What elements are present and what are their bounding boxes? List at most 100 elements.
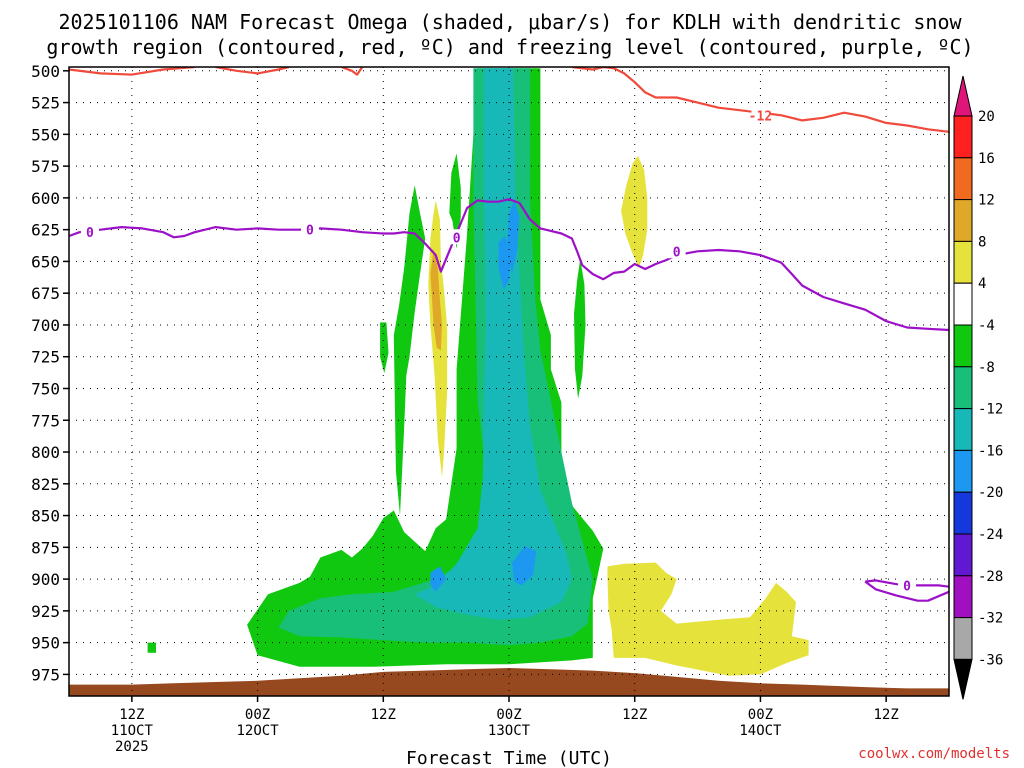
dendritic-12C-segment-0 — [69, 67, 195, 76]
y-tick-label-775: 775 — [31, 411, 60, 430]
dendritic-12C-label-bg-0 — [751, 107, 770, 123]
colorbar-label-12: -32 — [978, 611, 1003, 627]
dendritic-12C-segment-2 — [341, 67, 364, 76]
colorbar-bin-5 — [953, 324, 973, 368]
y-tick-label-975: 975 — [31, 665, 60, 684]
x-tick-label-30-1: 12Z — [371, 707, 396, 723]
colorbar-top-arrow — [953, 75, 973, 117]
y-tick-label-800: 800 — [31, 443, 60, 462]
freezing-level-0C-label-1: 0 — [306, 224, 314, 239]
x-tick-label-42-1: 00Z — [496, 707, 521, 723]
omega-green-speck-mid — [380, 322, 389, 374]
freezing-level-0C-label-bg-4 — [898, 577, 917, 593]
freezing-level-0C-segment-2 — [864, 580, 949, 602]
colorbar-bin-4 — [953, 282, 973, 326]
x-tick-label-66-1: 00Z — [748, 707, 773, 723]
freezing-level-0C-label-bg-1 — [300, 221, 319, 237]
y-tick-label-750: 750 — [31, 379, 60, 398]
omega-green-streak-tall — [449, 153, 461, 249]
contour-labels: -12 0 0 0 0 0 — [80, 107, 917, 594]
freezing-level-0C-label-bg-0 — [80, 224, 99, 240]
freezing-level-0C-segment-0 — [69, 198, 949, 332]
colorbar-bin-10 — [953, 533, 973, 577]
freezing-level-0C-label-2: 0 — [453, 231, 461, 246]
freezing-level-0C-label-bg-3 — [667, 243, 686, 259]
colorbar-label-13: -36 — [978, 652, 1003, 668]
x-tick-label-6-3: 2025 — [115, 739, 149, 755]
omega-yellow-lobe-upper — [621, 155, 648, 268]
colorbar-label-2: 12 — [978, 193, 995, 209]
chart-title-line1: 2025101106 NAM Forecast Omega (shaded, μ… — [58, 10, 962, 34]
omega-blue-patch-mid — [498, 236, 512, 290]
credit-text: coolwx.com/modelts — [858, 746, 1010, 762]
y-tick-label-900: 900 — [31, 570, 60, 589]
x-tick-label-54-1: 12Z — [622, 707, 647, 723]
colorbar-bin-6 — [953, 366, 973, 410]
y-tick-label-725: 725 — [31, 348, 60, 367]
x-tick-label-42-2: 13OCT — [488, 723, 531, 739]
y-tick-label-850: 850 — [31, 507, 60, 526]
colorbar-label-11: -28 — [978, 569, 1003, 585]
contour-lines — [69, 67, 949, 602]
colorbar-bin-2 — [953, 199, 973, 242]
x-tick-label-78-1: 12Z — [873, 707, 898, 723]
colorbar-bin-0 — [953, 115, 973, 159]
colorbar: 20 16 12 8 4 -4 -8 -12 -16 -20 -24 -28 -32 -36 — [953, 75, 1003, 700]
x-tick-label-6-1: 12Z — [119, 707, 144, 723]
y-tick-label-925: 925 — [31, 602, 60, 621]
y-tick-label-825: 825 — [31, 475, 60, 494]
omega-blue-patch-low — [512, 546, 537, 586]
colorbar-bin-7 — [953, 408, 973, 451]
x-tick-label-18-2: 12OCT — [236, 723, 279, 739]
y-axis: 500 525 550 575 600 625 650 675 700 725 750 775 800 8… — [31, 62, 69, 684]
colorbar-label-5: -4 — [978, 318, 995, 334]
freezing-level-0C-label-4: 0 — [903, 579, 911, 594]
freezing-level-0C-label-3: 0 — [673, 245, 681, 260]
y-tick-label-950: 950 — [31, 634, 60, 653]
colorbar-bottom-arrow — [953, 658, 973, 700]
omega-green-speck-west — [147, 642, 156, 653]
colorbar-bin-8 — [953, 449, 973, 493]
omega-shading — [147, 68, 809, 676]
colorbar-bin-3 — [953, 240, 973, 284]
dendritic-12C-label-0: -12 — [749, 109, 772, 124]
plot-area: -12 0 0 0 0 0 — [68, 66, 950, 697]
colorbar-label-1: 16 — [978, 151, 995, 167]
freezing-level-0C-label-0: 0 — [86, 226, 94, 241]
colorbar-label-9: -20 — [978, 485, 1003, 501]
y-tick-label-650: 650 — [31, 252, 60, 271]
colorbar-label-10: -24 — [978, 527, 1003, 543]
omega-orange-core — [430, 248, 442, 351]
x-tick-label-66-2: 14OCT — [739, 723, 782, 739]
colorbar-bin-12 — [953, 617, 973, 660]
omega-cyan-core — [414, 68, 572, 620]
colorbar-label-7: -12 — [978, 402, 1003, 418]
chart-title-line2: growth region (contoured, red, ºC) and f… — [46, 35, 973, 59]
colorbar-label-3: 8 — [978, 234, 986, 250]
y-tick-label-625: 625 — [31, 221, 60, 240]
dendritic-12C-segment-1 — [215, 67, 290, 75]
y-tick-label-550: 550 — [31, 125, 60, 144]
omega-yellow-blob-lower — [607, 562, 809, 676]
colorbar-bin-1 — [953, 157, 973, 201]
terrain-layer — [69, 668, 949, 696]
y-tick-label-600: 600 — [31, 189, 60, 208]
y-tick-label-700: 700 — [31, 316, 60, 335]
colorbar-label-8: -16 — [978, 443, 1003, 459]
dendritic-12C-segment-4 — [603, 67, 949, 133]
colorbar-bin-9 — [953, 491, 973, 535]
omega-green-streak-left — [393, 185, 426, 516]
colorbar-label-0: 20 — [978, 109, 995, 125]
colorbar-label-4: 4 — [978, 276, 986, 292]
terrain-fill — [69, 668, 949, 696]
freezing-level-0C-label-bg-2 — [447, 229, 466, 245]
x-tick-label-18-1: 00Z — [245, 707, 270, 723]
y-tick-label-500: 500 — [31, 62, 60, 81]
y-tick-label-875: 875 — [31, 538, 60, 557]
omega-blue-patch-left — [430, 566, 447, 592]
y-tick-label-675: 675 — [31, 284, 60, 303]
y-tick-label-575: 575 — [31, 157, 60, 176]
x-tick-label-6-2: 11OCT — [111, 723, 154, 739]
